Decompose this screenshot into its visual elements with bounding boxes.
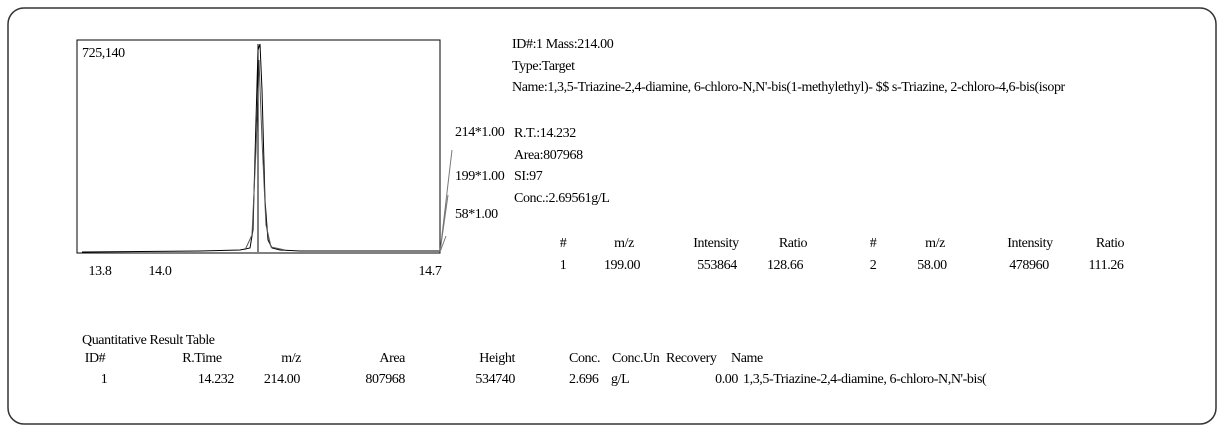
result-cell: 807968: [365, 372, 405, 387]
result-cell: 0.00: [715, 372, 738, 387]
compound-si: SI:97: [514, 169, 543, 184]
peak: [81, 43, 440, 253]
result-cell: 14.232: [198, 372, 235, 387]
ion-header: #: [560, 236, 567, 251]
ion-cell: 111.26: [1088, 258, 1123, 273]
peak-ion: [244, 59, 286, 251]
ion-header: m/z: [614, 236, 634, 251]
ion-header: Intensity: [693, 236, 739, 251]
label-leaders: [439, 149, 453, 253]
result-header: m/z: [281, 351, 301, 366]
ion-cell: 128.66: [767, 258, 804, 273]
result-header: Name: [731, 351, 763, 366]
compound-id-mass: ID#:1 Mass:214.00: [512, 37, 614, 52]
result-cell: 1: [101, 372, 108, 387]
compound-area: Area:807968: [514, 148, 583, 163]
result-header: ID#: [85, 351, 106, 366]
ion-header: Ratio: [1096, 236, 1125, 251]
result-header: Conc.: [569, 351, 600, 366]
ion-header: Intensity: [1007, 236, 1053, 251]
result-header: Area: [379, 351, 406, 366]
chromatogram-box: [76, 39, 441, 254]
table-title: Quantitative Result Table: [82, 333, 215, 348]
ion-cell: 1: [560, 258, 567, 273]
compound-conc: Conc.:2.69561g/L: [514, 191, 609, 206]
compound-name: Name:1,3,5-Triazine-2,4-diamine, 6-chlor…: [512, 80, 1066, 95]
ion-label: 58*1.00: [455, 207, 498, 222]
result-header: Recovery: [666, 351, 717, 366]
result-cell: 214.00: [264, 372, 301, 387]
ion-label: 199*1.00: [455, 169, 505, 184]
ion-cell: 478960: [1009, 258, 1049, 273]
ion-cell: 199.00: [604, 258, 641, 273]
compound-rt: R.T.:14.232: [514, 126, 576, 141]
ion-cell: 553864: [697, 258, 737, 273]
compound-type: Type:Target: [512, 59, 575, 74]
result-header: Conc.Un: [612, 351, 660, 366]
result-cell: 2.696: [569, 372, 599, 387]
frame: [7, 7, 1217, 425]
result-cell: g/L: [611, 372, 629, 387]
ion-label: 214*1.00: [455, 125, 505, 140]
max-label: 725,140: [82, 46, 125, 61]
x-tick-label: 13.8: [89, 264, 112, 279]
result-header: R.Time: [182, 351, 222, 366]
ion-cell: 2: [870, 258, 877, 273]
x-tick-label: 14.0: [149, 264, 172, 279]
ion-header: m/z: [925, 236, 945, 251]
result-header: Height: [479, 351, 515, 366]
result-cell: 534740: [475, 372, 515, 387]
x-tick-label: 14.7: [419, 264, 442, 279]
ion-cell: 58.00: [917, 258, 947, 273]
result-cell: 1,3,5-Triazine-2,4-diamine, 6-chloro-N,N…: [743, 372, 987, 387]
ion-header: Ratio: [779, 236, 808, 251]
ion-header: #: [870, 236, 877, 251]
